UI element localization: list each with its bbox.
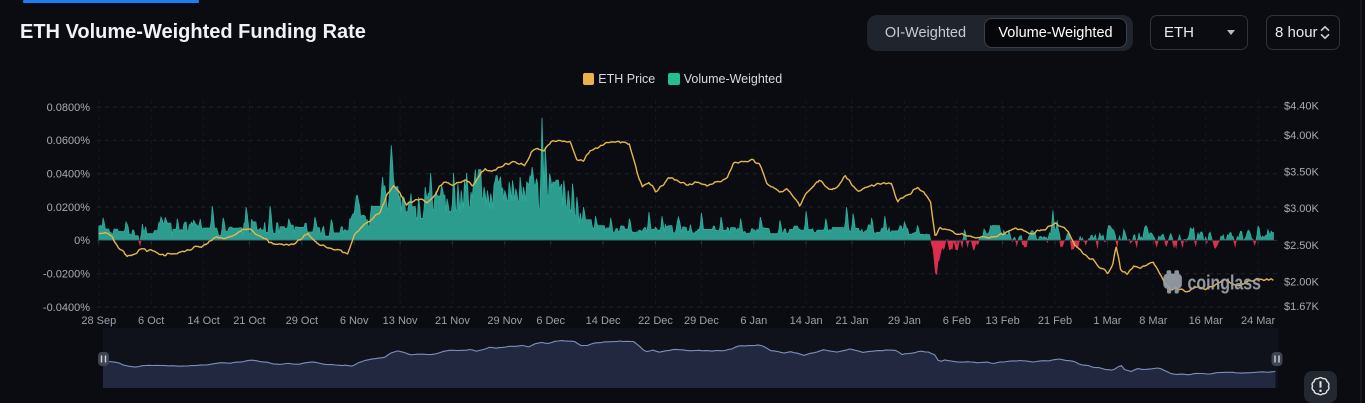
svg-text:$4.00K: $4.00K xyxy=(1284,130,1320,142)
svg-text:6 Nov: 6 Nov xyxy=(340,315,369,327)
svg-text:29 Dec: 29 Dec xyxy=(684,315,719,327)
svg-text:0.0400%: 0.0400% xyxy=(47,169,91,181)
svg-text:-0.0200%: -0.0200% xyxy=(43,269,90,281)
svg-text:-0.0400%: -0.0400% xyxy=(43,302,90,314)
svg-text:6 Dec: 6 Dec xyxy=(536,315,565,327)
svg-text:21 Nov: 21 Nov xyxy=(435,315,470,327)
svg-text:6 Jan: 6 Jan xyxy=(740,315,767,327)
svg-text:$3.50K: $3.50K xyxy=(1284,167,1320,179)
svg-text:21 Oct: 21 Oct xyxy=(233,315,265,327)
svg-text:6 Feb: 6 Feb xyxy=(943,315,971,327)
svg-text:8 Mar: 8 Mar xyxy=(1139,315,1167,327)
svg-text:22 Dec: 22 Dec xyxy=(638,315,673,327)
svg-text:0%: 0% xyxy=(74,235,90,247)
svg-text:24 Mar: 24 Mar xyxy=(1241,315,1276,327)
svg-text:13 Feb: 13 Feb xyxy=(985,315,1019,327)
svg-text:1 Mar: 1 Mar xyxy=(1093,315,1121,327)
svg-text:14 Jan: 14 Jan xyxy=(790,315,823,327)
svg-text:0.0600%: 0.0600% xyxy=(47,135,91,147)
svg-text:coinglass: coinglass xyxy=(1188,273,1262,295)
svg-text:29 Oct: 29 Oct xyxy=(286,315,318,327)
svg-text:14 Dec: 14 Dec xyxy=(586,315,621,327)
svg-text:0.0200%: 0.0200% xyxy=(47,202,91,214)
svg-text:28 Sep: 28 Sep xyxy=(81,315,116,327)
svg-text:29 Jan: 29 Jan xyxy=(888,315,921,327)
svg-text:21 Feb: 21 Feb xyxy=(1038,315,1072,327)
svg-text:$1.67K: $1.67K xyxy=(1284,301,1320,313)
svg-text:$2.50K: $2.50K xyxy=(1284,240,1320,252)
svg-text:6 Oct: 6 Oct xyxy=(138,315,164,327)
svg-text:21 Jan: 21 Jan xyxy=(835,315,868,327)
svg-text:29 Nov: 29 Nov xyxy=(487,315,522,327)
svg-text:$3.00K: $3.00K xyxy=(1284,203,1320,215)
svg-text:$2.00K: $2.00K xyxy=(1284,277,1320,289)
svg-text:16 Mar: 16 Mar xyxy=(1189,315,1224,327)
svg-text:14 Oct: 14 Oct xyxy=(187,315,219,327)
svg-text:$4.40K: $4.40K xyxy=(1284,100,1320,112)
svg-text:13 Nov: 13 Nov xyxy=(383,315,418,327)
svg-text:0.0800%: 0.0800% xyxy=(47,102,91,114)
